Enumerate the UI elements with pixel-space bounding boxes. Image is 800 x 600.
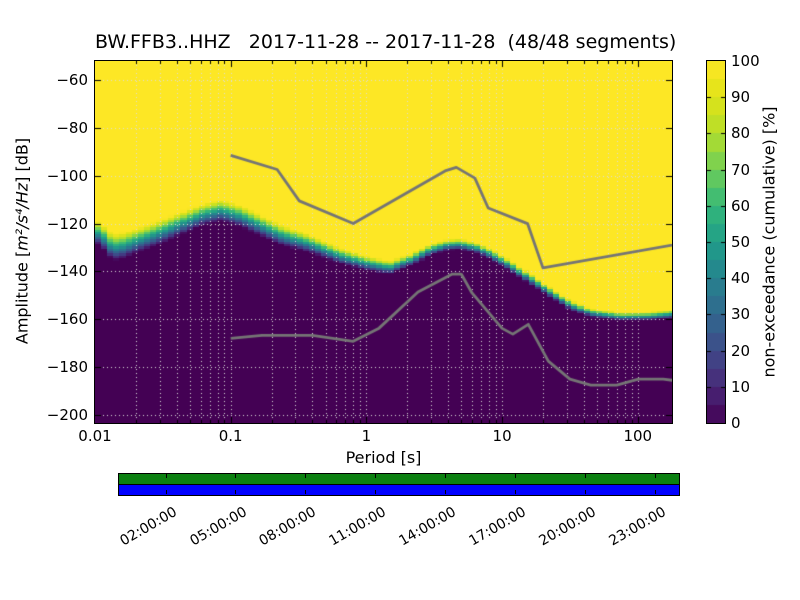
availability-tick <box>166 474 167 478</box>
plot-title: BW.FFB3..HHZ 2017-11-28 -- 2017-11-28 (4… <box>95 31 677 53</box>
colorbar-canvas <box>707 61 725 423</box>
availability-bar <box>118 473 680 496</box>
y-tick-label: −160 <box>46 310 88 329</box>
y-tick-label: −120 <box>46 214 88 233</box>
y-axis-label-math: m²/s⁴/Hz <box>12 182 32 251</box>
y-tick-label: −200 <box>46 406 88 424</box>
x-tick-label: 100 <box>623 427 653 445</box>
availability-used-segment <box>119 474 679 485</box>
availability-tick <box>585 490 586 494</box>
colorbar-tick-label: 20 <box>731 341 751 360</box>
colorbar-tick-label: 70 <box>731 160 751 179</box>
availability-tick <box>655 474 656 478</box>
availability-tick <box>375 474 376 478</box>
x-tick-label: 10 <box>492 427 512 445</box>
availability-tick <box>305 490 306 494</box>
availability-tick <box>166 490 167 494</box>
colorbar-tick-label: 100 <box>731 52 760 70</box>
colorbar-tick-label: 10 <box>731 377 751 396</box>
y-axis-label-units: ] [dB] <box>12 137 32 183</box>
x-tick-label: 1 <box>361 427 372 445</box>
y-tick-label: −100 <box>46 166 88 185</box>
availability-tick <box>655 490 656 494</box>
colorbar-tick-label: 90 <box>731 88 751 107</box>
y-tick-label: −180 <box>46 358 88 377</box>
availability-tick <box>445 474 446 478</box>
colorbar <box>706 60 726 424</box>
availability-tick <box>235 474 236 478</box>
availability-tick <box>305 474 306 478</box>
availability-tick <box>235 490 236 494</box>
y-tick-label: −140 <box>46 262 88 281</box>
x-axis-label: Period [s] <box>345 448 422 467</box>
x-tick-label: 0.01 <box>78 427 112 445</box>
availability-tick <box>375 490 376 494</box>
plot-area <box>94 60 673 424</box>
colorbar-tick-label: 30 <box>731 305 751 324</box>
y-tick-label: −60 <box>56 70 88 89</box>
availability-tick <box>585 474 586 478</box>
availability-tick <box>445 490 446 494</box>
colorbar-tick-label: 40 <box>731 269 751 288</box>
y-tick-label: −80 <box>56 118 88 137</box>
colorbar-tick-label: 80 <box>731 124 751 143</box>
colorbar-tick-label: 0 <box>731 414 741 432</box>
availability-tick <box>515 474 516 478</box>
psd-heatmap-canvas <box>95 61 672 423</box>
colorbar-tick-label: 60 <box>731 196 751 215</box>
colorbar-tick-label: 50 <box>731 233 751 251</box>
x-tick-label: 0.1 <box>218 427 243 445</box>
availability-tick <box>515 490 516 494</box>
y-axis-label-text: Amplitude [ <box>12 250 32 345</box>
